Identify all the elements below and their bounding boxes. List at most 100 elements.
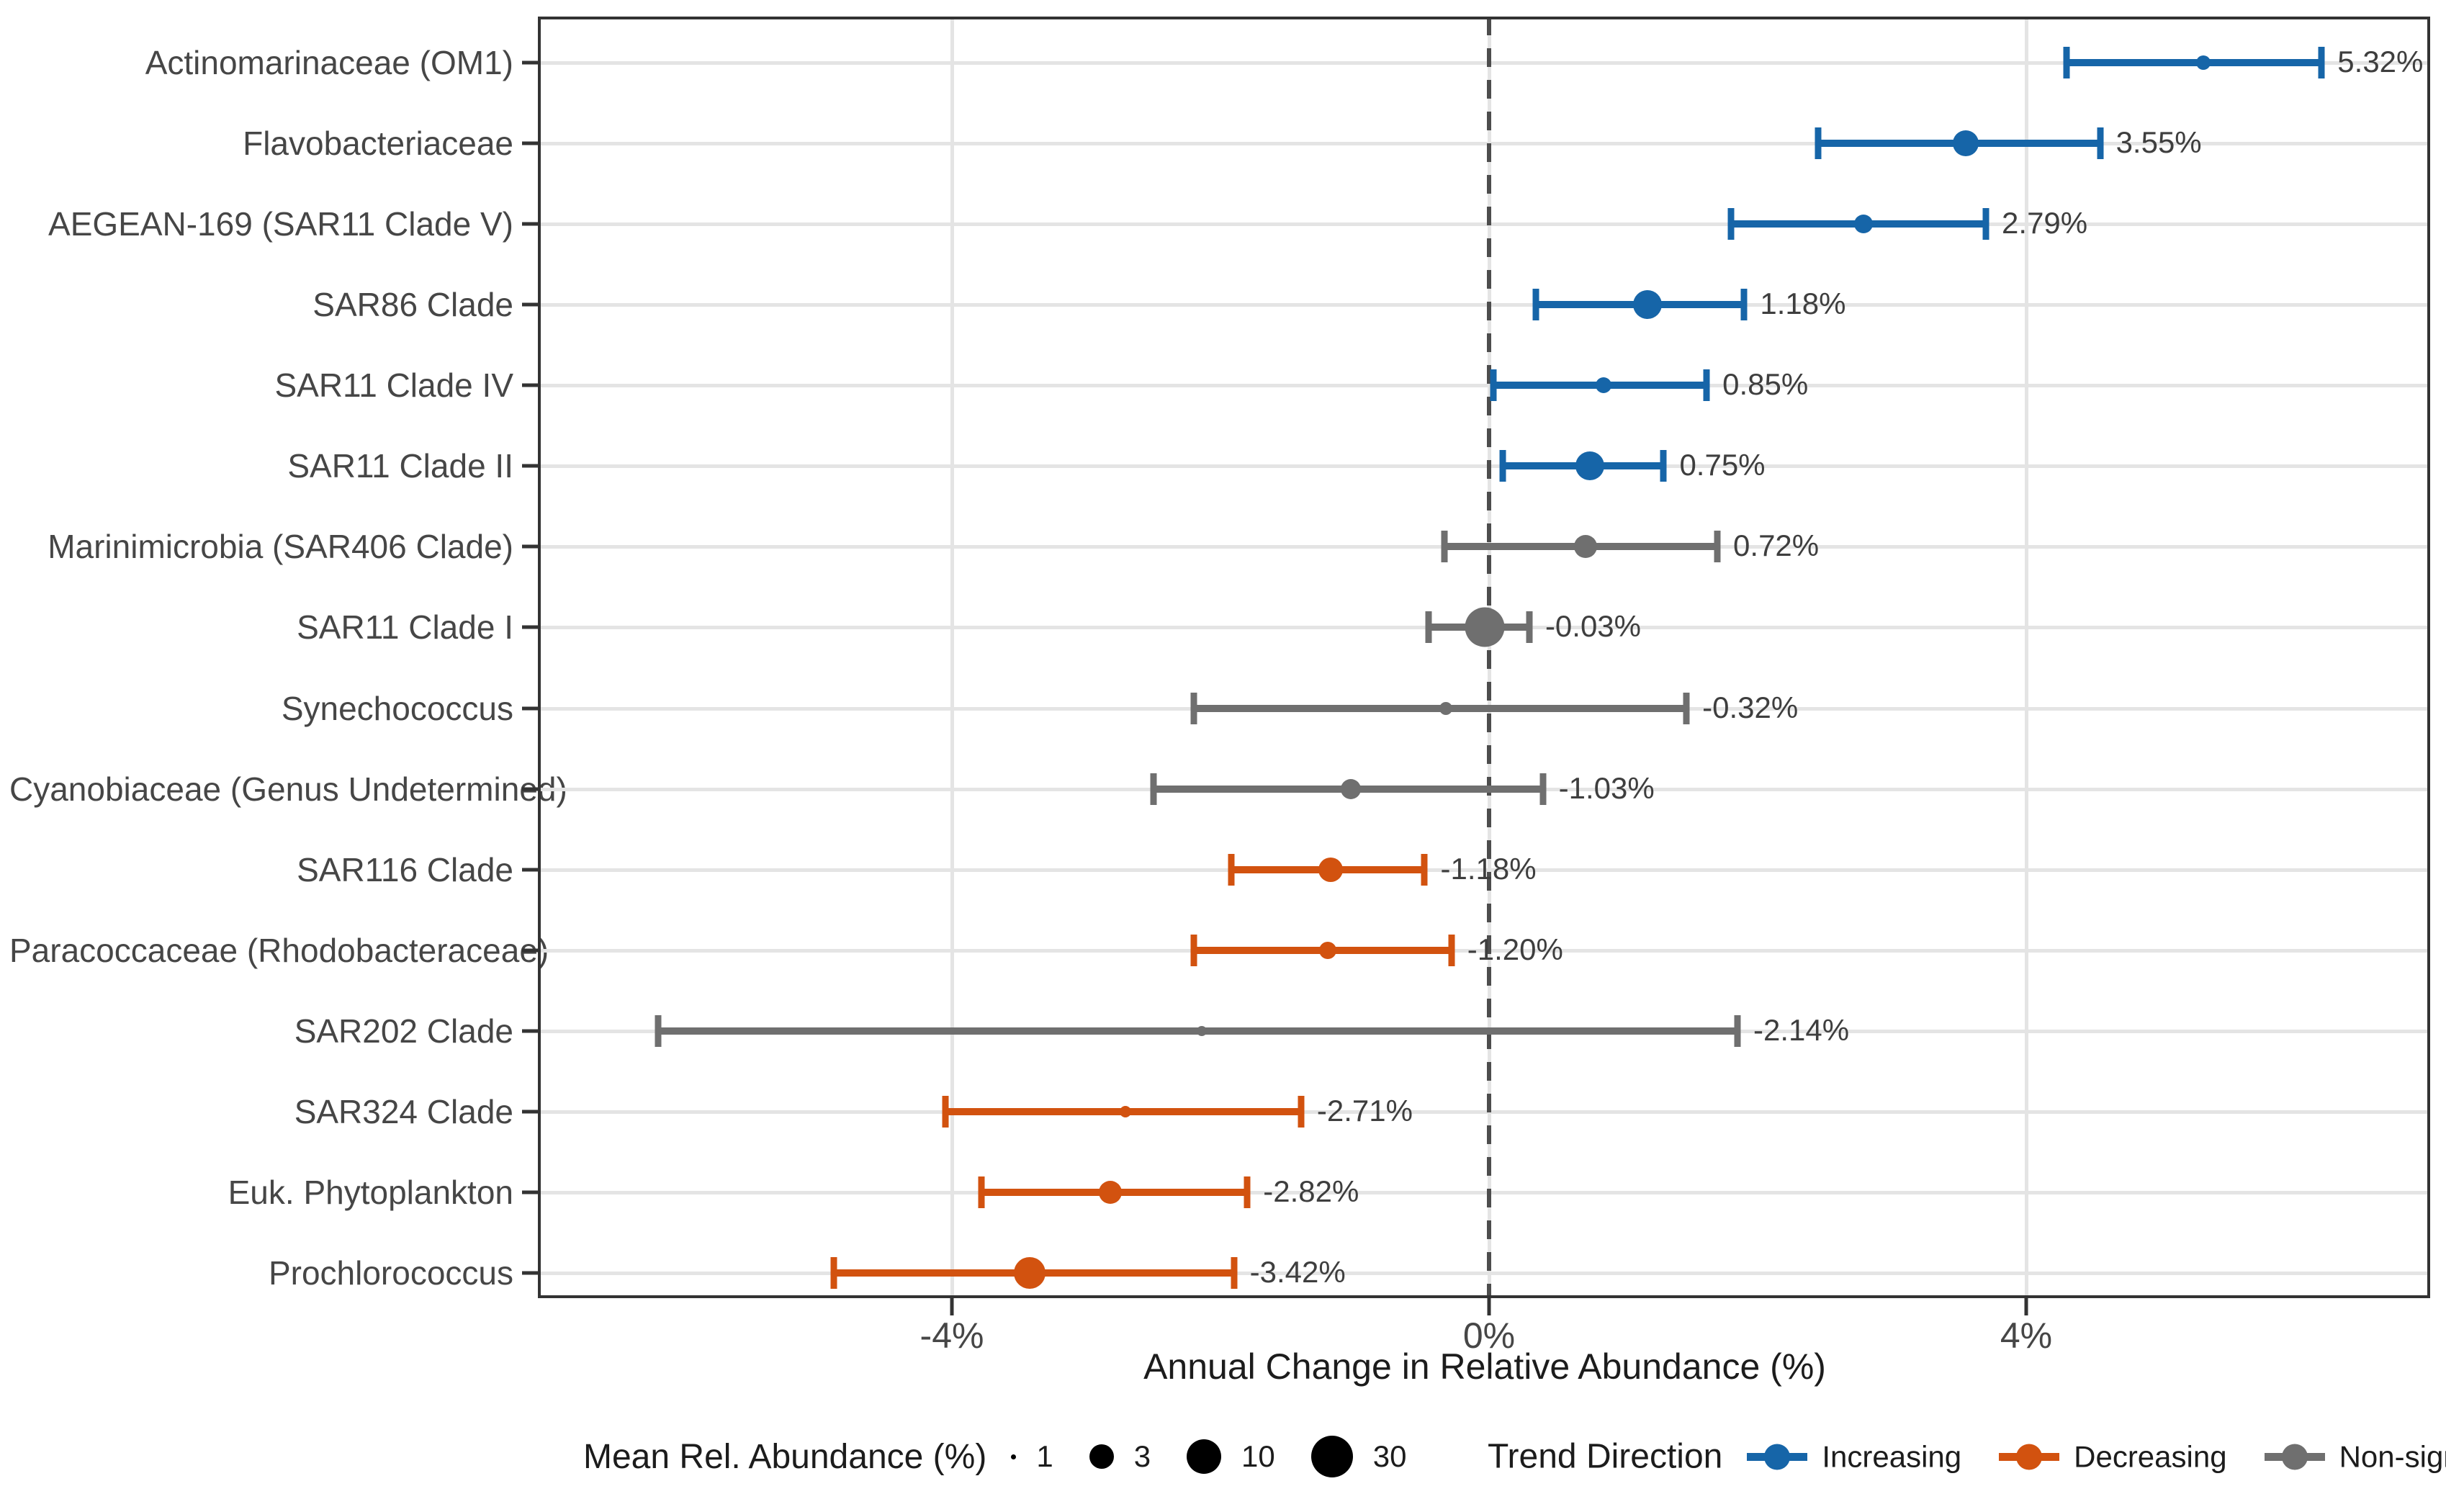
y-axis-label: SAR11 Clade II	[287, 447, 513, 485]
trend-legend-entry: Non-significant	[2264, 1439, 2446, 1474]
error-bar-cap-low	[1532, 289, 1539, 321]
data-point	[1318, 857, 1343, 882]
data-point	[1595, 377, 1611, 394]
y-axis-tick	[522, 141, 538, 145]
panel-border	[538, 17, 2430, 1298]
size-legend-value: 3	[1133, 1439, 1151, 1473]
error-bar-cap-high	[1526, 611, 1533, 644]
y-axis-label: Cyanobiaceae (Genus Undetermined)	[9, 770, 567, 808]
y-axis-label: SAR324 Clade	[294, 1092, 513, 1130]
row-gridline	[538, 303, 2430, 307]
y-axis-label: SAR11 Clade IV	[274, 366, 513, 405]
y-axis-label: AEGEAN-169 (SAR11 Clade V)	[48, 205, 513, 243]
value-label: 2.79%	[2002, 206, 2088, 240]
error-bar-cap-high	[1683, 692, 1690, 724]
value-label: 0.75%	[1679, 448, 1766, 482]
x-gridline	[950, 17, 954, 1298]
y-axis-tick	[522, 60, 538, 65]
size-legend-value: 30	[1372, 1439, 1407, 1473]
x-axis-tick-label: -4%	[920, 1315, 984, 1356]
y-axis-tick	[522, 1110, 538, 1114]
x-axis-tick	[1487, 1298, 1491, 1315]
data-point	[1854, 215, 1874, 234]
error-bar-cap-high	[1448, 934, 1455, 966]
error-bar-cap-low	[830, 1257, 837, 1290]
pointrange-key-icon	[1747, 1441, 1808, 1472]
row-gridline	[538, 948, 2430, 953]
y-axis-tick	[522, 1271, 538, 1275]
y-axis-label: Prochlorococcus	[268, 1254, 513, 1292]
row-gridline	[538, 61, 2430, 65]
size-legend-entry: 10	[1187, 1439, 1275, 1474]
data-point	[1575, 451, 1604, 481]
value-label: 1.18%	[1760, 287, 1846, 321]
data-point	[1196, 1025, 1207, 1036]
value-label: -2.82%	[1263, 1174, 1359, 1209]
size-legend: Mean Rel. Abundance (%) 1 3 10 30	[583, 1436, 1442, 1477]
error-bar-cap-low	[1228, 853, 1235, 886]
pointrange-key-icon	[1999, 1441, 2060, 1472]
trend-legend-label: Decreasing	[2074, 1439, 2227, 1473]
value-label: 0.72%	[1733, 528, 1820, 563]
trend-legend-label: Increasing	[1822, 1439, 1962, 1473]
error-bar-cap-high	[1244, 1176, 1251, 1208]
value-label: -3.42%	[1249, 1255, 1346, 1290]
trend-legend-title: Trend Direction	[1488, 1437, 1723, 1476]
x-axis-title: Annual Change in Relative Abundance (%)	[1143, 1346, 1826, 1387]
value-label: 3.55%	[2115, 125, 2202, 160]
error-bar-cap-low	[1441, 531, 1448, 563]
error-bar-cap-low	[1150, 773, 1157, 805]
size-dot-icon	[1187, 1439, 1222, 1474]
y-axis-tick	[522, 222, 538, 226]
error-bar-cap-low	[1425, 611, 1432, 644]
y-axis-label: Marinimicrobia (SAR406 Clade)	[48, 528, 513, 566]
row-gridline	[538, 1110, 2430, 1114]
error-bar-cap-low	[1815, 127, 1822, 160]
x-axis-tick	[950, 1298, 954, 1315]
value-label: -1.18%	[1440, 851, 1537, 886]
x-axis-tick	[2024, 1298, 2028, 1315]
value-label: -2.14%	[1753, 1012, 1850, 1047]
x-axis-tick-label: 4%	[2000, 1315, 2053, 1356]
size-legend-entry: 1	[1011, 1439, 1053, 1474]
trend-legend-entry: Increasing	[1747, 1439, 1961, 1474]
y-axis-tick	[522, 1029, 538, 1033]
y-axis-tick	[522, 787, 538, 791]
y-axis-tick	[522, 948, 538, 953]
error-bar-cap-high	[1703, 369, 1710, 402]
error-bar-cap-high	[1740, 289, 1748, 321]
error-bar-cap-high	[2097, 127, 2104, 160]
size-legend-entry: 3	[1089, 1439, 1151, 1474]
value-label: -2.71%	[1316, 1093, 1413, 1128]
y-axis-tick	[522, 544, 538, 549]
error-bar-cap-high	[1734, 1014, 1741, 1047]
data-point	[1099, 1180, 1123, 1204]
error-bar-cap-low	[978, 1176, 985, 1208]
row-gridline	[538, 1272, 2430, 1276]
y-axis-tick	[522, 868, 538, 872]
error-bar-cap-low	[1190, 692, 1197, 724]
y-axis-tick	[522, 706, 538, 711]
error-bar-cap-low	[2063, 47, 2070, 78]
value-label: -0.32%	[1702, 690, 1799, 724]
error-bar-cap-low	[1499, 450, 1506, 482]
y-axis-label: SAR116 Clade	[297, 850, 513, 888]
data-point	[1953, 130, 1979, 157]
data-point	[1014, 1257, 1046, 1290]
row-gridline	[538, 384, 2430, 388]
error-bar-cap-high	[1539, 773, 1547, 805]
trend-legend: Trend Direction Increasing Decreasing Non-…	[1488, 1437, 2446, 1477]
row-gridline	[538, 222, 2430, 227]
value-label: -0.03%	[1545, 609, 1642, 644]
value-label: 5.32%	[2337, 45, 2424, 79]
row-gridline	[538, 1190, 2430, 1194]
x-axis-tick-label: 0%	[1462, 1315, 1516, 1356]
x-gridline	[2025, 17, 2028, 1298]
error-bar	[2066, 59, 2322, 66]
size-dot-icon	[1089, 1444, 1114, 1469]
size-legend-value: 1	[1036, 1439, 1053, 1473]
data-point	[1340, 778, 1361, 799]
data-point	[1633, 290, 1663, 320]
trend-legend-label: Non-significant	[2339, 1439, 2446, 1473]
